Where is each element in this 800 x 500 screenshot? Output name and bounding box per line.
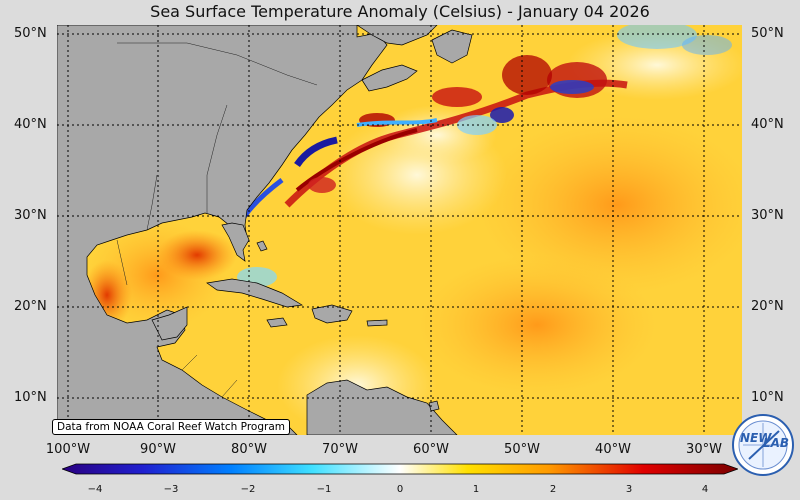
lat-label-40n-right: 40°N: [751, 117, 784, 132]
colorbar-tick-m3: −3: [163, 484, 179, 495]
lat-label-30n-right: 30°N: [751, 208, 784, 223]
lat-label-40n-left: 40°N: [14, 117, 47, 132]
lat-label-50n-left: 50°N: [14, 26, 47, 41]
lon-label-70w: 70°W: [322, 442, 358, 457]
bahamas: [256, 240, 268, 252]
colorbar-tick-m1: −1: [316, 484, 332, 495]
sst-anomaly-map[interactable]: [57, 25, 742, 435]
lon-label-40w: 40°W: [595, 442, 631, 457]
lon-label-80w: 80°W: [231, 442, 267, 457]
florida: [221, 222, 250, 262]
lat-label-50n-right: 50°N: [751, 26, 784, 41]
lon-label-50w: 50°W: [504, 442, 540, 457]
yucatan: [151, 306, 188, 341]
political-borders: [116, 42, 318, 398]
hispaniola: [311, 304, 353, 324]
northern-coast: [356, 25, 438, 46]
lon-label-30w: 30°W: [686, 442, 722, 457]
map-title: Sea Surface Temperature Anomaly (Celsius…: [150, 2, 650, 21]
lab-logo-icon: [732, 414, 794, 476]
nova-scotia: [361, 64, 418, 92]
data-credit: Data from NOAA Coral Reef Watch Program: [52, 419, 290, 435]
jamaica: [266, 317, 288, 328]
colorbar-tick-0: 0: [396, 484, 404, 495]
lon-label-100w: 100°W: [45, 442, 91, 457]
lon-label-60w: 60°W: [413, 442, 449, 457]
colorbar-tick-m4: −4: [87, 484, 103, 495]
north-america: [57, 25, 388, 435]
logo-text-top: NEW: [740, 431, 772, 445]
lat-label-30n-left: 30°N: [14, 208, 47, 223]
colorbar-tick-p2: 2: [549, 484, 557, 495]
colorbar-tick-p4: 4: [701, 484, 709, 495]
graticule: [57, 25, 742, 435]
colorbar-tick-p1: 1: [472, 484, 480, 495]
colorbar-gradient: [62, 463, 738, 475]
colorbar-tick-m2: −2: [240, 484, 256, 495]
trinidad: [428, 400, 440, 412]
colorbar: [62, 463, 738, 475]
map-canvas: [57, 25, 742, 435]
puerto-rico: [366, 319, 388, 327]
colorbar-tick-p3: 3: [625, 484, 633, 495]
newfoundland: [431, 29, 473, 64]
cuba: [206, 278, 304, 308]
lat-label-10n-left: 10°N: [14, 390, 47, 405]
lon-label-90w: 90°W: [140, 442, 176, 457]
logo-text-bottom: LAB: [763, 436, 790, 450]
lat-label-20n-right: 20°N: [751, 299, 784, 314]
land-masses: [57, 25, 473, 435]
lat-label-10n-right: 10°N: [751, 390, 784, 405]
lat-label-20n-left: 20°N: [14, 299, 47, 314]
